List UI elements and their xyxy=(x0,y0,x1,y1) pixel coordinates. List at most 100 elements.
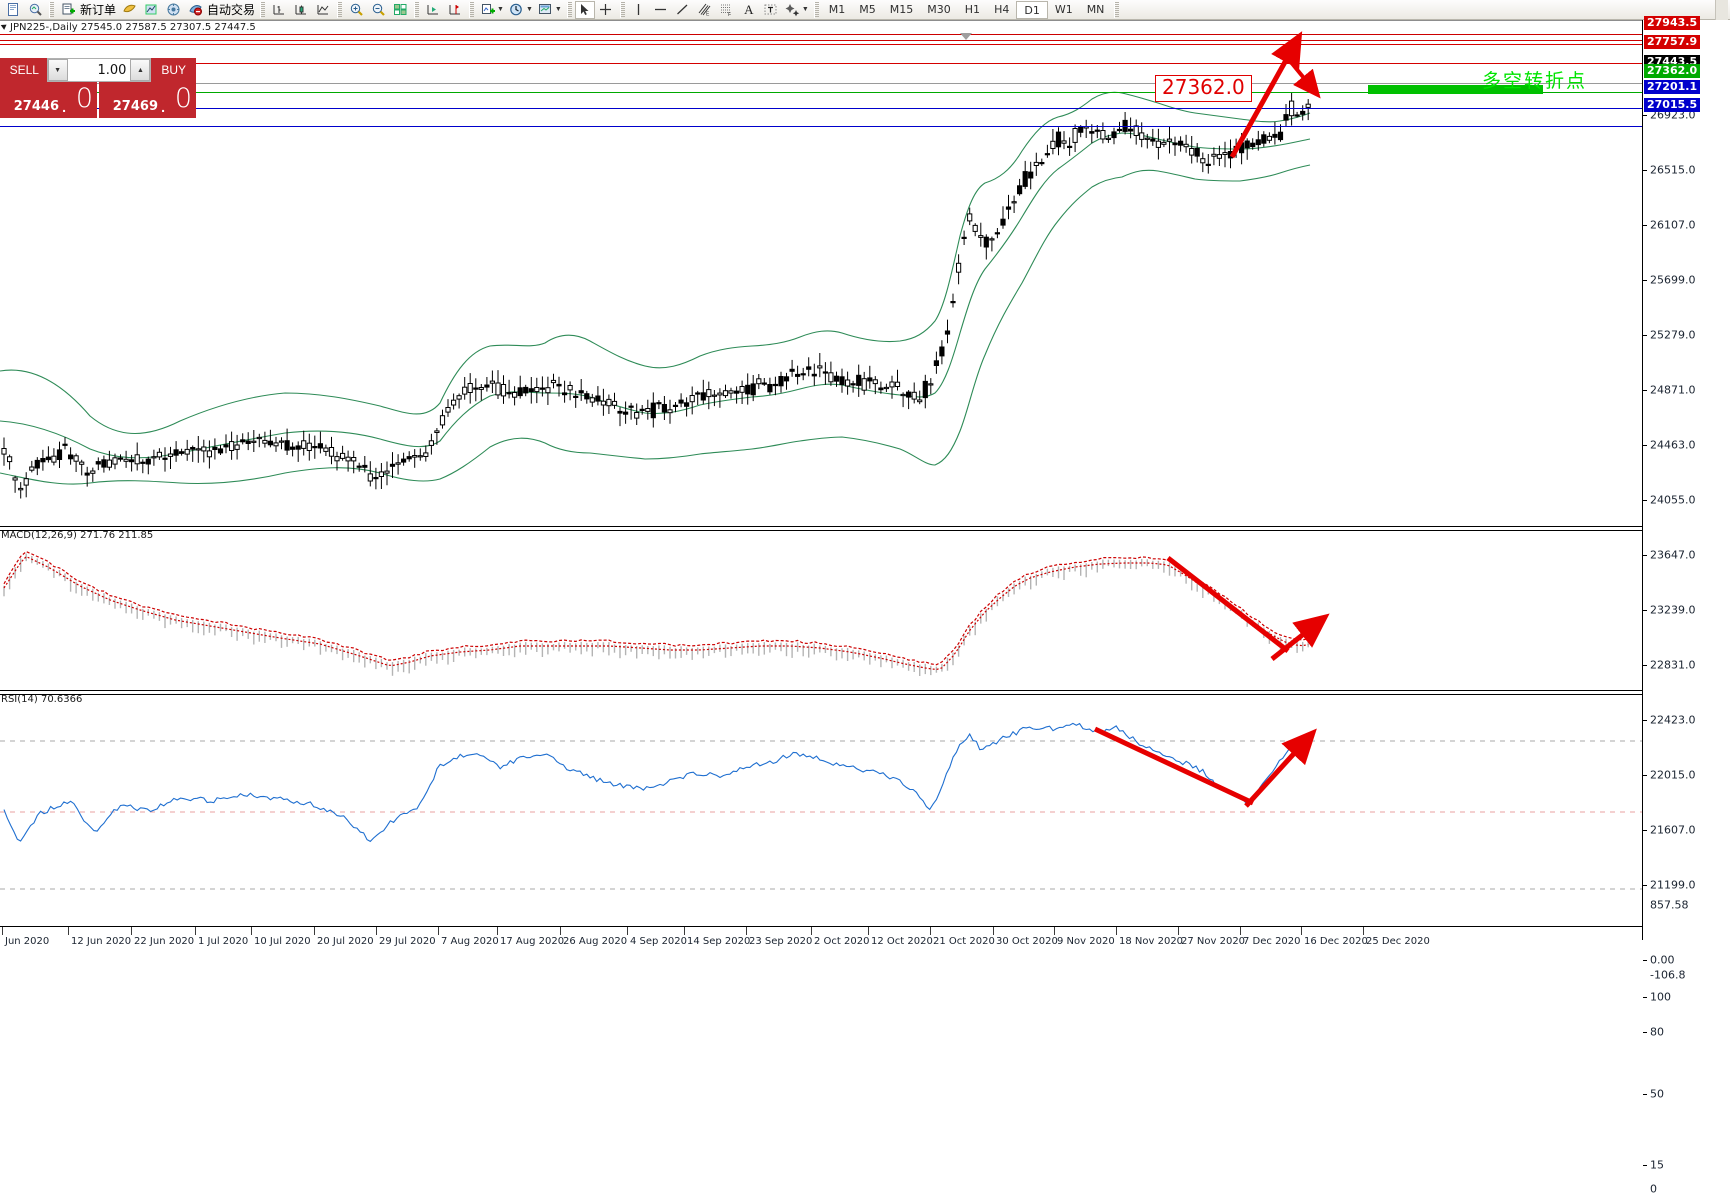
volume-stepper[interactable]: ▼ 1.00 ▲ xyxy=(46,58,152,82)
chart-top-red-border xyxy=(0,34,1730,35)
macd-rsi-separator[interactable] xyxy=(0,690,1642,695)
toolbar-separator-8 xyxy=(813,1,819,18)
chart-symbol-header: JPN225-,Daily 27545.0 27587.5 27307.5 27… xyxy=(0,21,1730,34)
time-axis-label: 9 Nov 2020 xyxy=(1057,936,1115,947)
zoom-in-icon[interactable] xyxy=(345,1,367,19)
time-axis-label: 12 Jun 2020 xyxy=(71,936,132,947)
shapes-chevron-down-icon[interactable]: ▼ xyxy=(801,6,809,13)
time-axis-tick xyxy=(1301,927,1302,935)
price-scale-tick xyxy=(1643,997,1647,998)
price-scale-tick xyxy=(1643,555,1647,556)
timeframe-h4[interactable]: H4 xyxy=(994,2,1010,16)
toolbar-overflow-button[interactable] xyxy=(1715,0,1728,20)
price-scale-label: 25279.0 xyxy=(1650,328,1696,342)
market-watch-icon[interactable] xyxy=(140,1,162,19)
price-scale[interactable]: 27943.5 27757.9 27443.5 27362.0 27201.1 27015… xyxy=(1642,16,1730,1196)
text-label-icon[interactable] xyxy=(760,1,782,19)
data-window-icon[interactable] xyxy=(162,1,184,19)
price-scale-tick xyxy=(1643,665,1647,666)
time-axis-label: Jun 2020 xyxy=(5,936,50,947)
period-icon[interactable] xyxy=(506,1,528,19)
equidistant-channel-icon[interactable]: E xyxy=(694,1,716,19)
new-chart-icon[interactable] xyxy=(2,1,24,19)
price-scale-label: 0 xyxy=(1650,1182,1657,1196)
indicators-chevron-down-icon[interactable]: ▼ xyxy=(497,6,504,13)
bar-chart-icon[interactable] xyxy=(268,1,290,19)
buy-price-fraction: 0 xyxy=(174,83,192,114)
cursor-icon[interactable] xyxy=(574,0,595,19)
buy-button[interactable]: BUY xyxy=(151,58,196,82)
volume-decrease-button[interactable]: ▼ xyxy=(47,59,68,81)
price-label-annotation[interactable]: 27362.0 xyxy=(1155,75,1252,102)
line-chart-icon[interactable] xyxy=(312,1,334,19)
chart-window[interactable]: JPN225-,Daily 27545.0 27587.5 27307.5 27… xyxy=(0,20,1730,947)
price-scale-label: 21199.0 xyxy=(1650,878,1696,892)
sell-price-fraction: 0 xyxy=(75,83,93,114)
expert-advisor-icon[interactable] xyxy=(118,1,140,19)
volume-increase-button[interactable]: ▲ xyxy=(130,59,151,81)
new-order-icon[interactable] xyxy=(57,1,79,19)
price-scale-badge: 27943.5 xyxy=(1644,16,1701,30)
time-axis-tick xyxy=(195,927,196,935)
time-axis-tick xyxy=(993,927,994,935)
autotrading-button[interactable]: 自动交易 xyxy=(207,3,256,17)
trendline-icon[interactable] xyxy=(672,1,694,19)
profiles-icon[interactable] xyxy=(24,1,46,19)
vertical-line-icon[interactable] xyxy=(628,1,650,19)
indicators-icon[interactable] xyxy=(477,1,499,19)
price-scale-label: -106.8 xyxy=(1650,968,1686,982)
crosshair-icon[interactable] xyxy=(595,1,617,19)
tile-windows-icon[interactable] xyxy=(389,1,411,19)
one-click-trading-panel[interactable]: SELL ▼ 1.00 ▲ BUY 27446 . 0 27469 . 0 xyxy=(0,58,196,118)
timeframe-w1[interactable]: W1 xyxy=(1054,2,1073,16)
time-axis-tick xyxy=(930,927,931,935)
timeframe-m5[interactable]: M5 xyxy=(859,2,876,16)
candlestick-chart-icon[interactable] xyxy=(290,1,312,19)
toolbar-separator-3 xyxy=(337,1,343,18)
trade-panel-top-row: SELL ▼ 1.00 ▲ BUY xyxy=(0,58,196,82)
timeframe-m30[interactable]: M30 xyxy=(927,2,951,16)
price-scale-badge: 27757.9 xyxy=(1644,35,1701,49)
fibonacci-icon[interactable]: F xyxy=(716,1,738,19)
new-order-button[interactable]: 新订单 xyxy=(80,3,117,17)
price-scale-tick xyxy=(1643,390,1647,391)
candlestick-series xyxy=(1,92,1311,499)
timeframe-m1[interactable]: M1 xyxy=(828,2,846,16)
buy-price-button[interactable]: 27469 . 0 xyxy=(99,82,196,118)
timeframe-h1[interactable]: H1 xyxy=(964,2,981,16)
period-chevron-down-icon[interactable]: ▼ xyxy=(525,6,533,13)
autotrading-icon[interactable] xyxy=(184,1,206,19)
sell-button[interactable]: SELL xyxy=(0,58,47,82)
price-scale-label: 23647.0 xyxy=(1650,548,1696,562)
timeframe-m15[interactable]: M15 xyxy=(889,2,914,16)
price-scale-badge: 27015.5 xyxy=(1644,98,1701,112)
price-scale-badge: 27362.0 xyxy=(1644,64,1701,78)
templates-icon[interactable] xyxy=(535,1,557,19)
price-macd-separator[interactable] xyxy=(0,526,1642,531)
time-axis-label: 12 Oct 2020 xyxy=(871,936,933,947)
time-axis-tick xyxy=(1240,927,1241,935)
price-scale-tick xyxy=(1643,1094,1647,1095)
chart-shift-icon[interactable] xyxy=(422,1,444,19)
price-scale-label: 22423.0 xyxy=(1650,713,1696,727)
chinese-annotation-text[interactable]: 多空转折点 xyxy=(1482,70,1588,92)
zoom-out-icon[interactable] xyxy=(367,1,389,19)
green-zone-marker[interactable] xyxy=(1368,85,1543,94)
time-axis[interactable]: Jun 2020 12 Jun 2020 22 Jun 2020 1 Jul 2020… xyxy=(0,926,1642,961)
templates-chevron-down-icon[interactable]: ▼ xyxy=(554,6,562,13)
text-icon[interactable]: A xyxy=(744,1,754,17)
sell-price-button[interactable]: 27446 . 0 xyxy=(0,82,97,118)
time-axis-tick xyxy=(1054,927,1055,935)
timeframe-d1[interactable]: D1 xyxy=(1016,0,1048,19)
horizontal-line-icon[interactable] xyxy=(650,1,672,19)
time-axis-tick xyxy=(131,927,132,935)
timeframe-mn[interactable]: MN xyxy=(1086,2,1105,16)
chevron-down-icon: ▼ xyxy=(54,66,61,74)
auto-scroll-icon[interactable] xyxy=(444,1,466,19)
time-axis-label: 23 Sep 2020 xyxy=(749,936,813,947)
time-axis-tick xyxy=(438,927,439,935)
shapes-icon[interactable] xyxy=(782,1,804,19)
chart-scroll-caret-icon[interactable] xyxy=(960,33,972,40)
volume-input[interactable]: 1.00 xyxy=(97,62,127,78)
toolbar-separator-5 xyxy=(469,1,475,18)
